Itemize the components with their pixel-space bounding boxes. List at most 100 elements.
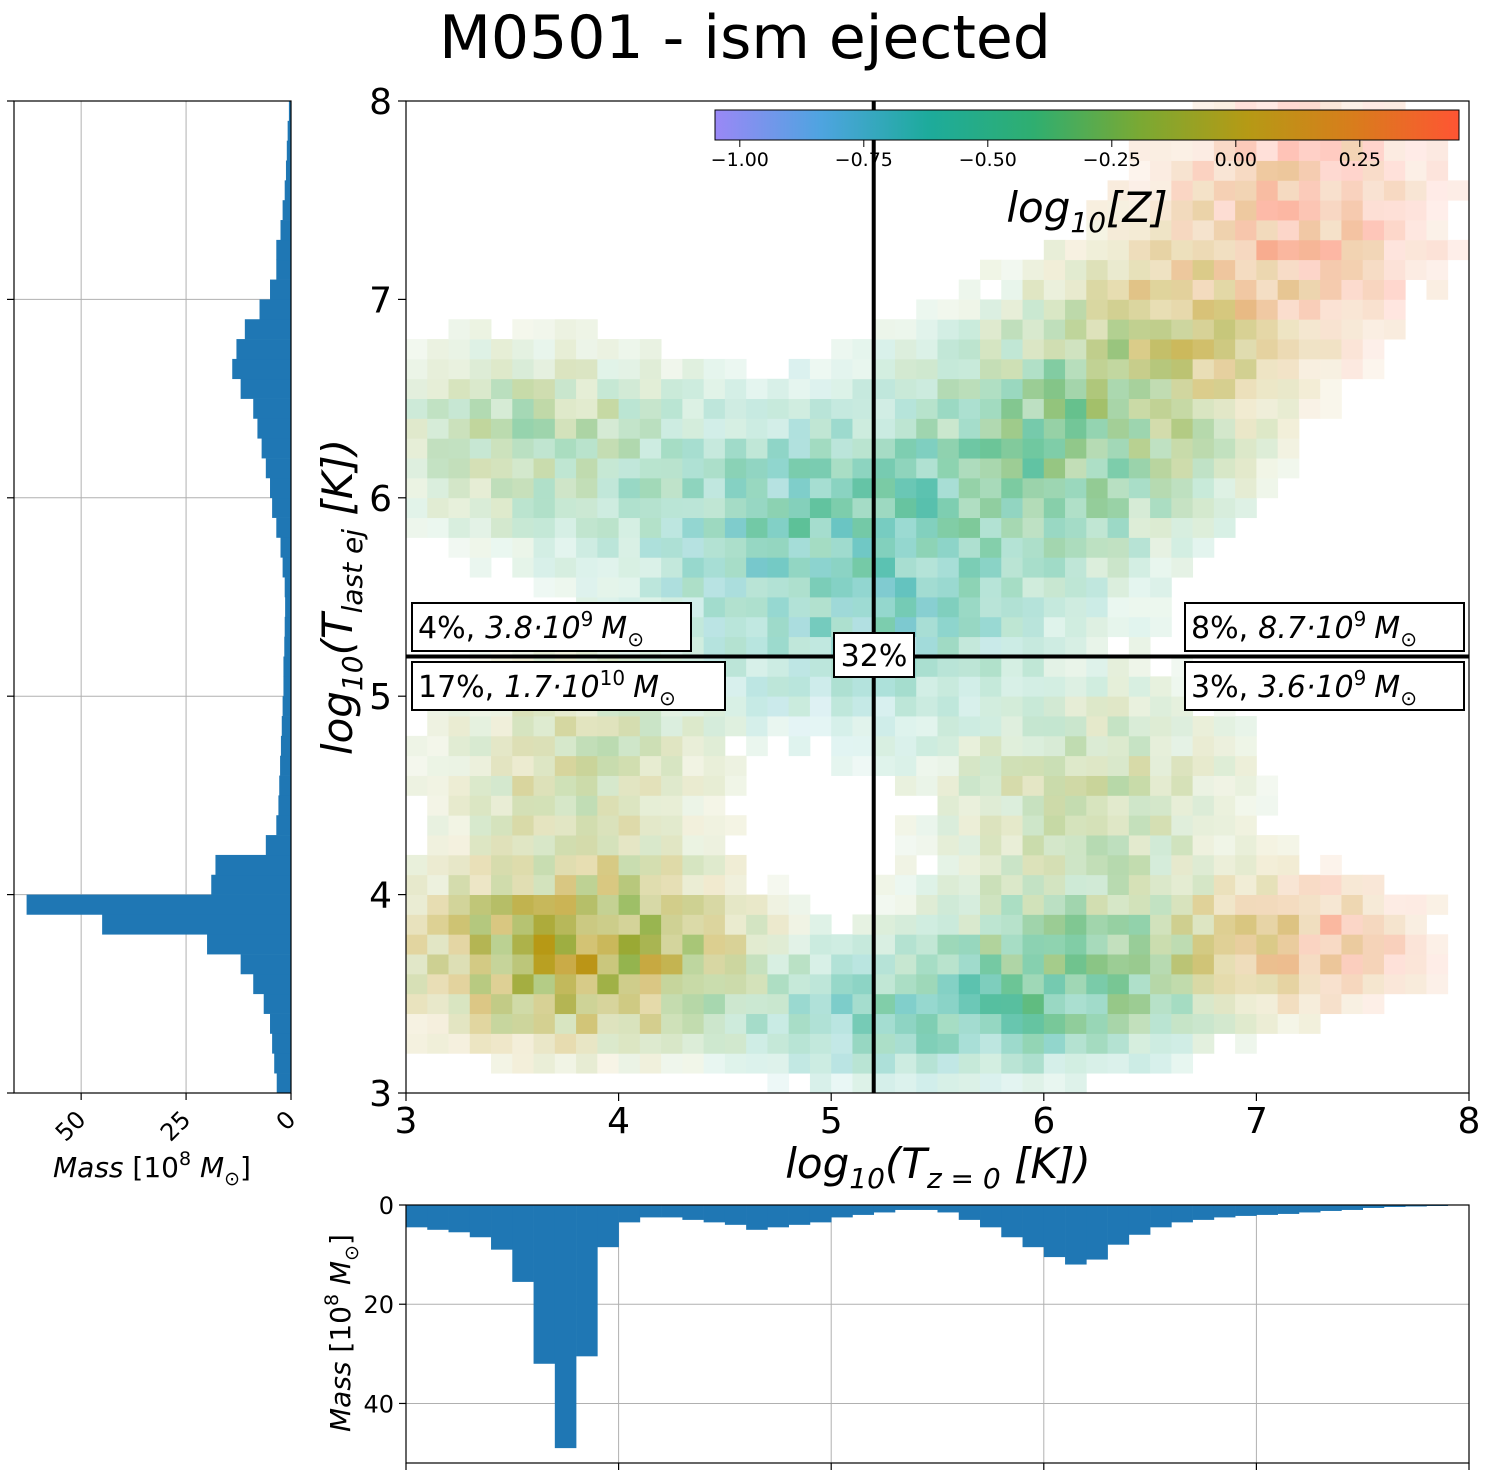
heatmap-cell (724, 894, 747, 915)
heatmap-cell (639, 358, 662, 380)
heatmap-cell (809, 716, 832, 737)
heatmap-cell (1383, 259, 1406, 280)
heatmap-cell (406, 517, 428, 538)
heatmap-cell (1235, 160, 1257, 181)
x-tick-label: 6 (1032, 1101, 1055, 1142)
heatmap-cell (1298, 894, 1321, 915)
heatmap-cell (831, 755, 853, 776)
heatmap-cell (1022, 458, 1045, 479)
heatmap-cell (1383, 973, 1406, 995)
heatmap-cell (1086, 319, 1108, 340)
heatmap-cell (873, 735, 896, 757)
heatmap-cell (1150, 438, 1172, 459)
heatmap-cell (1107, 358, 1130, 380)
heatmap-cell (1043, 1073, 1066, 1094)
heatmap-cell (916, 418, 938, 439)
heatmap-cell (724, 755, 747, 776)
heatmap-cell (937, 656, 960, 677)
bottom-hist-bar (512, 1205, 534, 1282)
heatmap-cell (1235, 497, 1257, 519)
heatmap-cell (682, 517, 705, 538)
heatmap-cell (767, 1013, 790, 1034)
heatmap-cell (873, 1073, 896, 1094)
bottom-bars (406, 1205, 1470, 1449)
heatmap-cell (894, 339, 917, 360)
heatmap-cell (661, 418, 683, 439)
heatmap-cell (1150, 477, 1172, 499)
heatmap-cell (1107, 597, 1130, 618)
left-hist-bar (211, 874, 291, 895)
heatmap-cell (958, 993, 981, 1015)
heatmap-cell (1128, 616, 1151, 638)
heatmap-cell (894, 1033, 917, 1054)
heatmap-cell (703, 398, 726, 419)
heatmap-cell (809, 954, 832, 975)
heatmap-cell (1128, 339, 1151, 360)
heatmap-cell (916, 378, 938, 399)
heatmap-cell (937, 835, 960, 856)
heatmap-cell (554, 894, 577, 915)
heatmap-cell (1043, 477, 1066, 499)
heatmap-cell (1383, 140, 1406, 161)
heatmap-cell (1235, 755, 1257, 776)
heatmap-cell (427, 458, 449, 479)
heatmap-cell (788, 458, 811, 479)
quadrant-exp: 10 (600, 666, 625, 690)
heatmap-cell (1128, 438, 1151, 459)
heatmap-cell (1213, 1013, 1236, 1034)
heatmap-cell (894, 934, 917, 955)
heatmap-cell (724, 517, 747, 538)
heatmap-cell (682, 854, 705, 876)
heatmap-cell (1277, 279, 1300, 300)
heatmap-cell (831, 934, 853, 955)
heatmap-cell (852, 537, 875, 558)
heatmap-cell (1107, 854, 1130, 876)
heatmap-cell (1192, 259, 1215, 280)
heatmap-cell (1298, 993, 1321, 1015)
heatmap-cell (618, 1013, 641, 1034)
heatmap-cell (703, 815, 726, 836)
heatmap-cell (1022, 358, 1045, 380)
heatmap-cell (1341, 319, 1364, 340)
heatmap-cell (937, 676, 960, 697)
heatmap-cell (937, 795, 960, 816)
left-hist-bar (283, 676, 291, 697)
heatmap-cell (533, 577, 556, 598)
heatmap-cell (533, 438, 556, 459)
left-bars (26, 101, 292, 1094)
heatmap-cell (980, 775, 1002, 796)
heatmap-cell (1150, 239, 1172, 261)
heatmap-cell (533, 874, 556, 895)
quadrant-label-bottom-right: 3%, 3.6·109 M⊙ (1184, 661, 1465, 711)
heatmap-cell (1256, 934, 1279, 955)
heatmap-cell (788, 1013, 811, 1034)
heatmap-cell (469, 815, 492, 836)
heatmap-cell (980, 458, 1002, 479)
heatmap-cell (1171, 477, 1194, 499)
heatmap-cell (512, 934, 534, 955)
heatmap-cell (1277, 914, 1300, 935)
heatmap-cell (894, 378, 917, 399)
heatmap-cell (1405, 180, 1427, 201)
heatmap-cell (1001, 696, 1023, 717)
heatmap-cell (1213, 239, 1236, 261)
heatmap-cell (1022, 319, 1045, 340)
heatmap-cell (533, 497, 556, 519)
heatmap-cell (1383, 239, 1406, 261)
heatmap-cell (788, 894, 811, 915)
heatmap-cell (788, 696, 811, 717)
heatmap-cell (618, 358, 641, 380)
heatmap-cell (597, 854, 619, 876)
heatmap-cell (1086, 497, 1108, 519)
heatmap-cell (767, 616, 790, 638)
bottom-hist-bar (788, 1205, 811, 1225)
bottom-hist-bar (554, 1205, 577, 1449)
heatmap-cell (1001, 279, 1023, 300)
heatmap-cell (1235, 220, 1257, 241)
heatmap-cell (746, 577, 768, 598)
heatmap-cell (937, 319, 960, 340)
heatmap-cell (1065, 914, 1087, 935)
heatmap-cell (427, 477, 449, 499)
heatmap-cell (1150, 378, 1172, 399)
